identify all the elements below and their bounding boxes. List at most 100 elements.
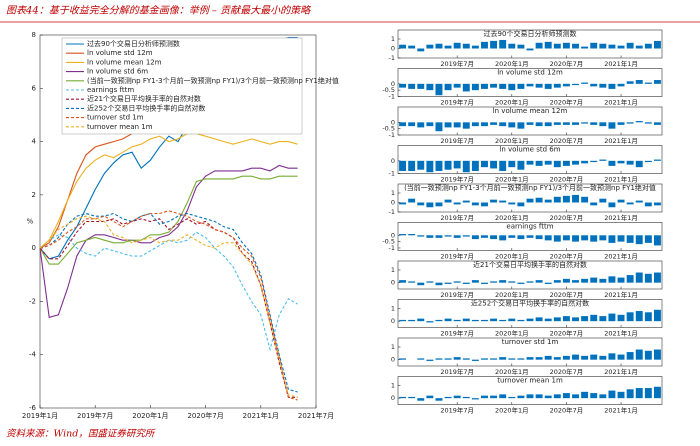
bar bbox=[581, 235, 589, 241]
x-tick-label: 2021年1月 bbox=[243, 411, 279, 420]
x-tick-label: 2020年1月 bbox=[495, 136, 529, 145]
x-tick-label: 2021年1月 bbox=[604, 367, 638, 376]
bar bbox=[399, 396, 407, 399]
x-tick-label: 2021年1月 bbox=[604, 98, 638, 107]
bar bbox=[581, 316, 589, 322]
y-tick-label: -1 bbox=[389, 244, 395, 252]
x-tick-label: 2021年1月 bbox=[604, 329, 638, 338]
bar bbox=[471, 280, 479, 283]
bar bbox=[517, 235, 525, 240]
bar bbox=[517, 282, 525, 284]
bar bbox=[572, 280, 579, 283]
bar bbox=[444, 282, 452, 284]
legend-label: ln volume std 6m bbox=[87, 68, 148, 76]
bar bbox=[471, 45, 479, 49]
y-tick-label: 0 bbox=[391, 356, 395, 364]
bar bbox=[644, 312, 652, 322]
bar bbox=[399, 160, 407, 171]
y-axis-label: % bbox=[27, 218, 34, 226]
panel-title: turnover std 1m bbox=[502, 338, 559, 346]
bar bbox=[435, 282, 443, 286]
x-tick-label: 2019年7月 bbox=[440, 175, 474, 184]
bar bbox=[426, 202, 434, 208]
panel-frame bbox=[397, 376, 663, 405]
bar bbox=[435, 235, 443, 238]
bar bbox=[481, 83, 488, 89]
bar bbox=[635, 121, 643, 123]
y-tick-label: 1 bbox=[391, 266, 395, 274]
bar bbox=[572, 235, 579, 242]
bar bbox=[608, 353, 616, 360]
bar bbox=[653, 235, 661, 246]
x-tick-label: 2019年7月 bbox=[440, 136, 474, 145]
bar bbox=[562, 235, 570, 241]
bar bbox=[590, 277, 598, 283]
bar bbox=[462, 318, 470, 322]
bar bbox=[408, 396, 416, 399]
y-tick-label: 0 bbox=[391, 80, 395, 88]
bar bbox=[526, 318, 534, 322]
bar bbox=[581, 160, 589, 164]
y-tick-label: 1 bbox=[391, 189, 395, 197]
bar bbox=[462, 235, 470, 237]
bar bbox=[481, 282, 488, 284]
panel-title: earnings fttm bbox=[506, 223, 553, 231]
bar bbox=[426, 359, 434, 361]
x-tick-label: 2020年7月 bbox=[550, 367, 584, 376]
bar bbox=[635, 235, 643, 245]
bar bbox=[626, 235, 634, 243]
bar bbox=[553, 43, 561, 49]
bar bbox=[462, 396, 470, 399]
bar bbox=[517, 122, 525, 129]
bar bbox=[653, 202, 661, 206]
bar bbox=[553, 160, 561, 168]
bar bbox=[417, 318, 425, 322]
x-tick-label: 2019年7月 bbox=[440, 59, 474, 68]
bar bbox=[517, 83, 525, 89]
x-tick-label: 2020年1月 bbox=[495, 213, 529, 222]
bar bbox=[462, 160, 470, 173]
bar bbox=[617, 354, 625, 360]
y-tick-label: 0 bbox=[391, 45, 395, 53]
legend-label: ln volume mean 12m bbox=[87, 58, 162, 66]
bar bbox=[581, 278, 589, 283]
bar bbox=[508, 358, 516, 360]
x-tick-label: 2020年7月 bbox=[550, 175, 584, 184]
bar bbox=[471, 122, 479, 127]
series-line bbox=[39, 133, 298, 249]
bar bbox=[426, 395, 434, 399]
bar bbox=[553, 357, 561, 360]
bar bbox=[417, 160, 425, 170]
bar bbox=[562, 355, 570, 360]
legend-label: 过去90个交易日分析师预测数 bbox=[87, 39, 180, 48]
legend-label: turnover std 1m bbox=[87, 114, 144, 122]
bar bbox=[435, 83, 443, 96]
bar bbox=[526, 394, 534, 399]
bar bbox=[590, 314, 598, 322]
bar bbox=[553, 235, 561, 242]
bar bbox=[453, 357, 461, 360]
bar bbox=[517, 395, 525, 399]
bar bbox=[499, 357, 507, 360]
bar bbox=[535, 197, 543, 203]
bar bbox=[653, 386, 661, 399]
bar bbox=[462, 83, 470, 92]
panel-title: turnover mean 1m bbox=[497, 377, 563, 385]
bar bbox=[453, 395, 461, 399]
y-tick-label: -1 bbox=[389, 170, 395, 178]
y-tick-label: -6 bbox=[29, 404, 37, 412]
x-tick-label: 2020年7月 bbox=[550, 329, 584, 338]
bar bbox=[508, 318, 516, 322]
bar bbox=[435, 398, 443, 401]
bar bbox=[562, 122, 570, 125]
bar bbox=[426, 281, 434, 283]
bar bbox=[608, 313, 616, 322]
bar bbox=[572, 43, 579, 49]
y-tick-label: 0 bbox=[391, 279, 395, 287]
bar bbox=[435, 122, 443, 132]
bar bbox=[426, 160, 434, 173]
bar bbox=[653, 159, 661, 161]
x-tick-label: 2020年7月 bbox=[550, 213, 584, 222]
bar bbox=[572, 122, 579, 125]
bar bbox=[535, 83, 543, 88]
